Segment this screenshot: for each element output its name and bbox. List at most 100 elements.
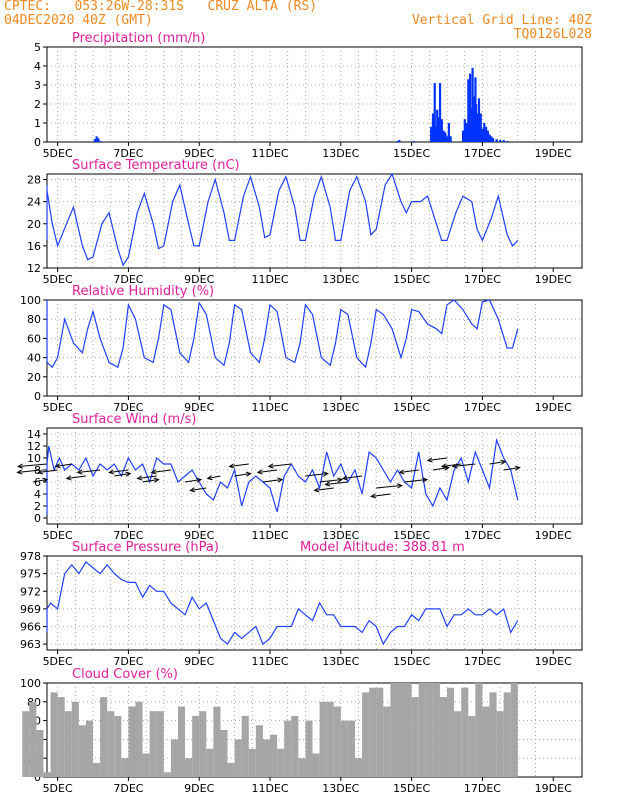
x-tick-label: 17DEC <box>464 273 501 286</box>
wind-arrow-head <box>153 477 160 483</box>
y-tick-label: 0 <box>34 136 41 149</box>
cloud-bar <box>170 739 178 777</box>
cloud-bar <box>383 706 391 777</box>
x-tick-label: 19DEC <box>535 655 572 668</box>
wind-arrow <box>17 469 40 473</box>
precip-bar <box>476 113 479 142</box>
wind-arrow-head <box>341 475 348 481</box>
precip-bar <box>477 98 481 142</box>
cloud-bar <box>418 683 426 777</box>
cloud-bar <box>241 715 249 777</box>
x-tick-label: 9DEC <box>184 655 214 668</box>
y-tick-label: 0 <box>34 771 41 784</box>
wind-arrow-head <box>451 463 458 469</box>
cloud-bar <box>121 758 129 777</box>
wind-arrow <box>342 475 363 479</box>
wind-arrow-head <box>228 463 235 469</box>
plot-frame <box>46 299 583 397</box>
wind-arrow <box>427 457 448 461</box>
precip-bar <box>499 140 502 142</box>
wind-arrow-head <box>54 463 61 469</box>
cloud-bar <box>489 692 497 777</box>
cloud-bar <box>425 683 433 777</box>
precip-bar <box>95 136 98 142</box>
chart-header: CPTEC: 053:26W-28:31S CRUZ ALTA (RS) 04D… <box>0 0 618 48</box>
cloud-bar <box>482 706 490 777</box>
cloud-bar <box>312 753 320 777</box>
cloud-bar <box>36 730 44 777</box>
x-tick-label: 15DEC <box>393 529 430 542</box>
cloud-bar <box>220 730 228 777</box>
x-tick-label: 5DEC <box>43 273 73 286</box>
wind-arrow <box>376 485 402 489</box>
x-tick-label: 9DEC <box>184 147 214 160</box>
cloud-bar <box>255 725 263 777</box>
cloud-bar <box>248 748 256 777</box>
cloud-bar <box>85 720 94 777</box>
cloud-bar <box>439 697 448 777</box>
precip-bar <box>486 130 489 142</box>
y-tick-label: 20 <box>27 218 41 231</box>
wind-arrow-head <box>337 477 344 483</box>
y-tick-label: 975 <box>20 568 41 581</box>
x-tick-label: 7DEC <box>113 655 143 668</box>
cloud-bar <box>199 711 207 777</box>
y-tick-label: 20 <box>27 371 41 384</box>
precip-bar <box>442 130 445 142</box>
y-tick-label: 4 <box>34 488 41 501</box>
x-tick-label: 15DEC <box>393 147 430 160</box>
cloud-bar <box>496 711 504 777</box>
cloud-bar <box>163 772 171 777</box>
y-tick-label: 40 <box>27 352 41 365</box>
wind-arrow-head <box>313 487 320 493</box>
x-tick-label: 15DEC <box>393 782 430 795</box>
y-tick-label: 963 <box>20 638 41 651</box>
series-line <box>46 560 519 646</box>
cloud-bar <box>503 692 511 777</box>
precip-bar <box>430 126 433 142</box>
x-tick-label: 17DEC <box>464 147 501 160</box>
x-tick-label: 15DEC <box>393 655 430 668</box>
cloud-bar <box>227 762 235 777</box>
x-tick-label: 11DEC <box>251 401 288 414</box>
series-line <box>46 437 519 515</box>
wind-arrow <box>399 469 419 473</box>
panel-0: 0 1 2 3 4 5 5DEC 7DEC 9DEC 11DEC 13DEC 15DEC 17DEC 19… <box>34 31 583 160</box>
wind-arrow-head <box>136 475 143 481</box>
cloud-bar <box>29 701 37 777</box>
cloud-bar <box>347 720 355 777</box>
y-tick-label: 12 <box>27 262 41 275</box>
cloud-bar <box>135 701 143 777</box>
panel-title: Cloud Cover (%) <box>72 667 178 682</box>
precip-bar <box>431 113 435 142</box>
x-tick-label: 7DEC <box>113 147 143 160</box>
precip-bar <box>99 141 102 142</box>
x-tick-label: 19DEC <box>535 782 572 795</box>
cloud-bar <box>206 748 214 777</box>
wind-arrow-head <box>277 477 284 483</box>
y-tick-label: 100 <box>20 294 41 307</box>
panel-title: Surface Wind (m/s) <box>72 412 196 427</box>
header-model-id: TQ0126L028 <box>513 27 592 42</box>
precip-bar <box>488 134 491 142</box>
cloud-bar <box>362 692 370 777</box>
wind-arrow <box>190 487 207 491</box>
wind-arrow <box>18 463 48 467</box>
y-tick-label: 966 <box>20 621 41 634</box>
wind-arrow-head <box>256 469 263 475</box>
y-tick-label: 5 <box>34 41 41 54</box>
precip-bar <box>465 123 468 142</box>
panel-4: 963 966 969 972 975 978 5DEC 7DEC 9DEC 11DEC 13DEC… <box>20 540 583 668</box>
cloud-bar <box>411 697 419 777</box>
precip-bar <box>506 141 509 142</box>
y-tick-label: 16 <box>27 240 41 253</box>
wind-arrow-head <box>108 469 115 475</box>
precip-bar <box>479 113 482 142</box>
wind-arrow-head <box>189 487 196 493</box>
panel-title: Surface Pressure (hPa) <box>72 540 219 555</box>
wind-arrow <box>441 463 462 467</box>
x-tick-label: 9DEC <box>184 273 214 286</box>
panel-2: 0 20 40 60 80 100 5DEC 7DEC 9DEC 11DEC 13DEC 15DEC 1… <box>20 284 583 414</box>
wind-arrow <box>114 473 131 477</box>
